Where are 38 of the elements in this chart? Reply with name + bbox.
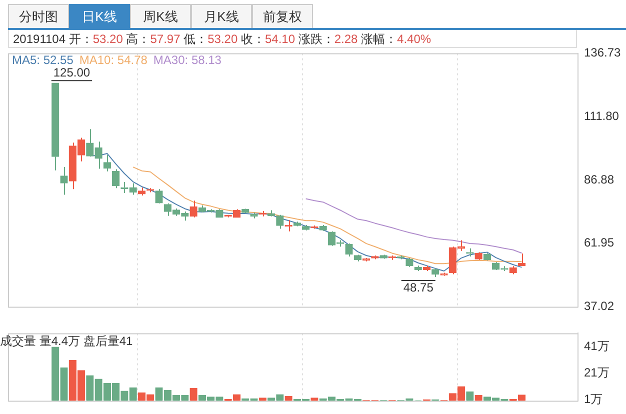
text: MA10: 54.78 — [79, 53, 148, 67]
bar — [190, 388, 198, 401]
y-tick-label: 37.02 — [584, 299, 614, 314]
candlestick — [112, 168, 120, 189]
y-tick-label: 86.88 — [584, 172, 614, 186]
y-tick-label: 1万 — [584, 392, 603, 406]
text: MA30: 58.13 — [153, 53, 222, 67]
candlestick — [380, 254, 388, 260]
bar — [258, 398, 266, 401]
y-tick-label: 21万 — [584, 365, 610, 380]
text: 分时图 — [8, 4, 69, 29]
candlestick — [518, 253, 526, 266]
annotation: 125.00 — [53, 65, 90, 80]
candlestick — [319, 224, 327, 232]
candlestick — [466, 248, 474, 258]
annotation: 48.75 — [403, 280, 434, 294]
candlestick — [52, 82, 60, 171]
y-tick-label: 136.73 — [584, 46, 622, 60]
candlestick — [362, 258, 370, 262]
candlestick — [242, 208, 250, 214]
text: MA5: 52.55 — [12, 53, 74, 67]
candlestick — [509, 266, 517, 275]
y-tick-label: 41万 — [584, 338, 610, 353]
chart-title: 成交量 量4.4万 盘后量41 — [0, 333, 133, 350]
text: 月K线 — [191, 4, 252, 29]
candlestick — [302, 224, 310, 231]
candlestick — [354, 254, 362, 262]
candlestick — [432, 268, 440, 278]
text: 周K线 — [130, 4, 191, 29]
candlestick — [474, 252, 482, 260]
y-tick-label: 111.80 — [584, 108, 620, 123]
text: 20191104 开：53.20 高：57.97 低：53.20 收：54.10 涨跌：2.28 涨幅：4.40% — [13, 32, 432, 46]
y-tick-label: 61.95 — [584, 236, 614, 250]
candlestick — [293, 221, 302, 227]
bar — [310, 398, 318, 401]
text: 前复权 — [252, 4, 313, 29]
candlestick — [440, 272, 448, 276]
candlestick — [138, 187, 146, 196]
